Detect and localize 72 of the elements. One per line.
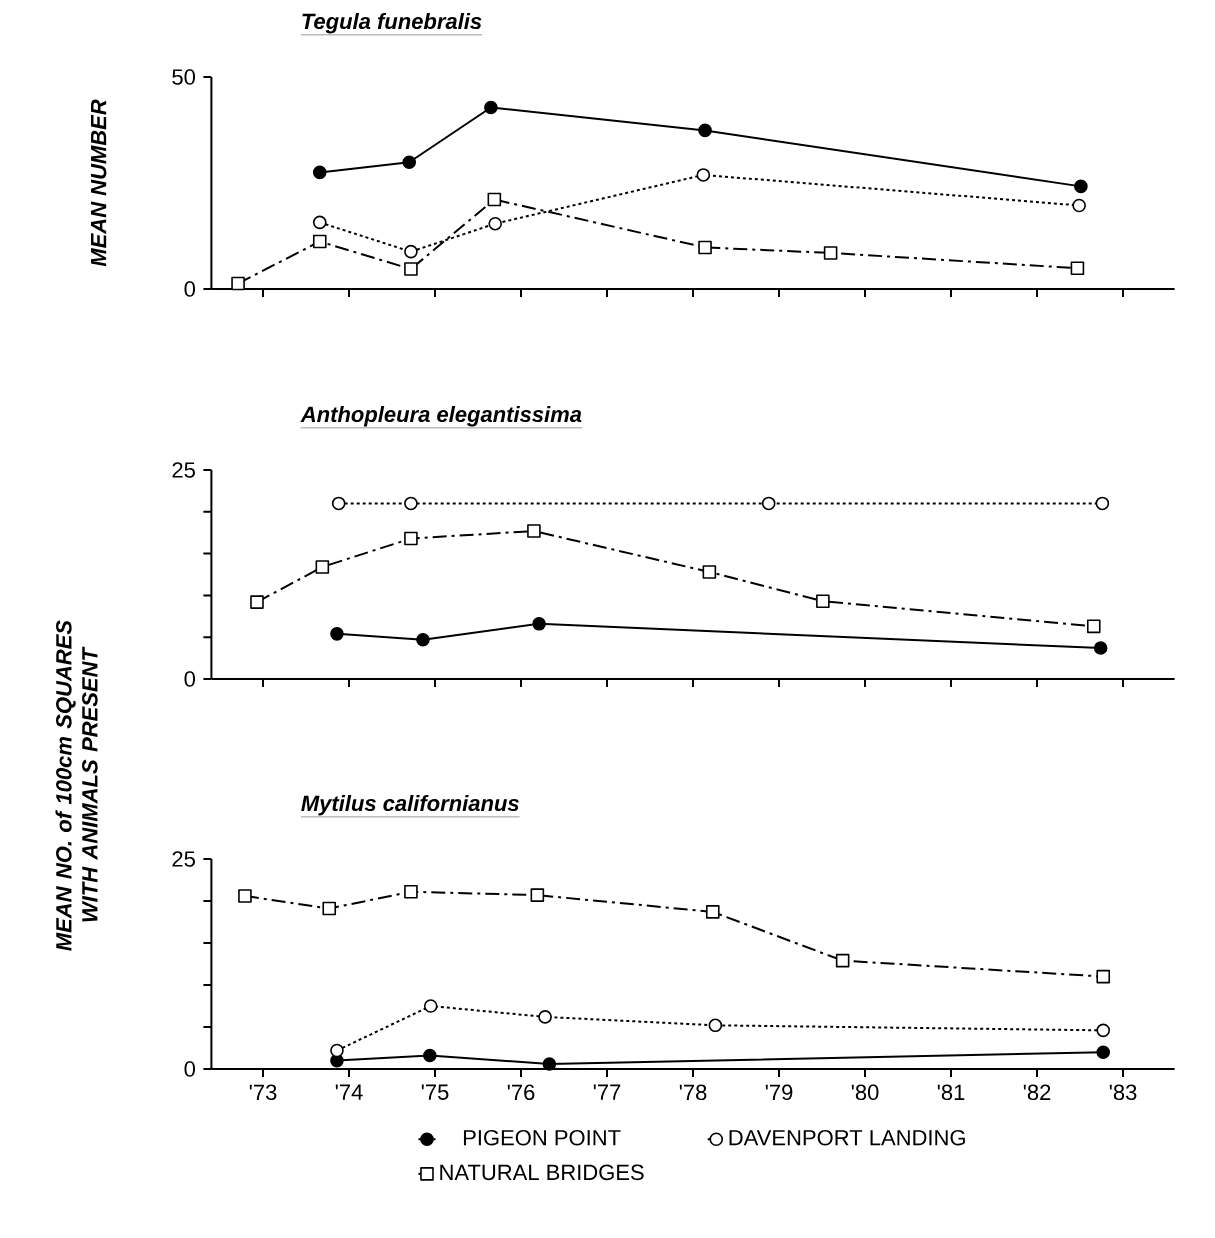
point — [312, 234, 327, 249]
point — [404, 884, 418, 899]
y-tick-label: 0 — [184, 671, 196, 687]
point — [1074, 179, 1088, 194]
x-tick-label: '81 — [937, 1084, 965, 1101]
point — [1096, 1023, 1111, 1038]
y-tick-label: 50 — [172, 69, 195, 85]
point — [312, 215, 327, 230]
point — [404, 244, 418, 259]
point — [402, 155, 416, 170]
point — [404, 496, 418, 511]
point — [322, 901, 337, 916]
point — [423, 1048, 437, 1063]
x-tick-label: '75 — [421, 1084, 449, 1100]
x-tick-label: '82 — [1023, 1084, 1051, 1101]
point — [315, 560, 330, 574]
point — [761, 496, 776, 511]
x-tick-label: '77 — [593, 1084, 621, 1100]
y-axis-title: MEAN NUMBER — [91, 99, 107, 267]
chart-title: Anthopleura elegantissima — [300, 405, 582, 427]
point — [1072, 198, 1086, 213]
point — [698, 123, 712, 138]
point — [1096, 969, 1111, 984]
y-tick-label: 25 — [172, 462, 195, 478]
y-tick-label: 25 — [172, 851, 195, 867]
legend-label: PIGEON POINT — [463, 1129, 621, 1146]
y-axis-title: MEAN NO. of 100cm SQUARES WITH ANIMALS PRESENT — [55, 620, 98, 951]
point — [404, 262, 418, 276]
x-tick-label: '78 — [679, 1084, 707, 1101]
y-tick-label: 0 — [184, 1061, 196, 1077]
point — [1096, 1045, 1111, 1059]
point — [488, 216, 502, 231]
point — [538, 1010, 552, 1024]
x-tick-label: '80 — [851, 1084, 879, 1101]
point — [484, 100, 498, 115]
point — [527, 524, 541, 538]
point — [708, 1018, 723, 1033]
point — [823, 246, 838, 260]
point — [1093, 641, 1108, 655]
point — [250, 595, 264, 609]
point — [1070, 261, 1085, 276]
point — [416, 632, 430, 647]
point — [702, 565, 717, 579]
point — [231, 276, 245, 291]
point — [1095, 496, 1110, 511]
point — [487, 192, 502, 207]
point — [423, 999, 438, 1013]
point — [330, 627, 344, 641]
point — [816, 594, 830, 609]
point — [532, 617, 546, 631]
point — [705, 905, 720, 919]
point — [696, 168, 711, 182]
point — [312, 165, 327, 180]
legend-label: DAVENPORT LANDING — [729, 1129, 965, 1146]
point — [698, 240, 712, 255]
point — [404, 531, 418, 546]
point — [331, 496, 346, 511]
point — [238, 889, 252, 903]
point — [1086, 619, 1101, 634]
point — [835, 953, 850, 968]
chart-title: Tegula funebralis — [302, 12, 482, 34]
x-tick-label: '74 — [335, 1084, 363, 1100]
x-tick-label: '73 — [249, 1084, 277, 1101]
x-tick-label: '79 — [765, 1084, 793, 1101]
point — [530, 888, 545, 902]
chart-title: Mytilus californianus — [301, 794, 519, 816]
point — [330, 1043, 344, 1058]
legend-label: NATURAL BRIDGES — [440, 1164, 644, 1181]
x-tick-label: '76 — [507, 1084, 535, 1101]
x-tick-label: '83 — [1109, 1084, 1137, 1101]
y-tick-label: 0 — [184, 281, 196, 297]
point — [542, 1057, 557, 1071]
